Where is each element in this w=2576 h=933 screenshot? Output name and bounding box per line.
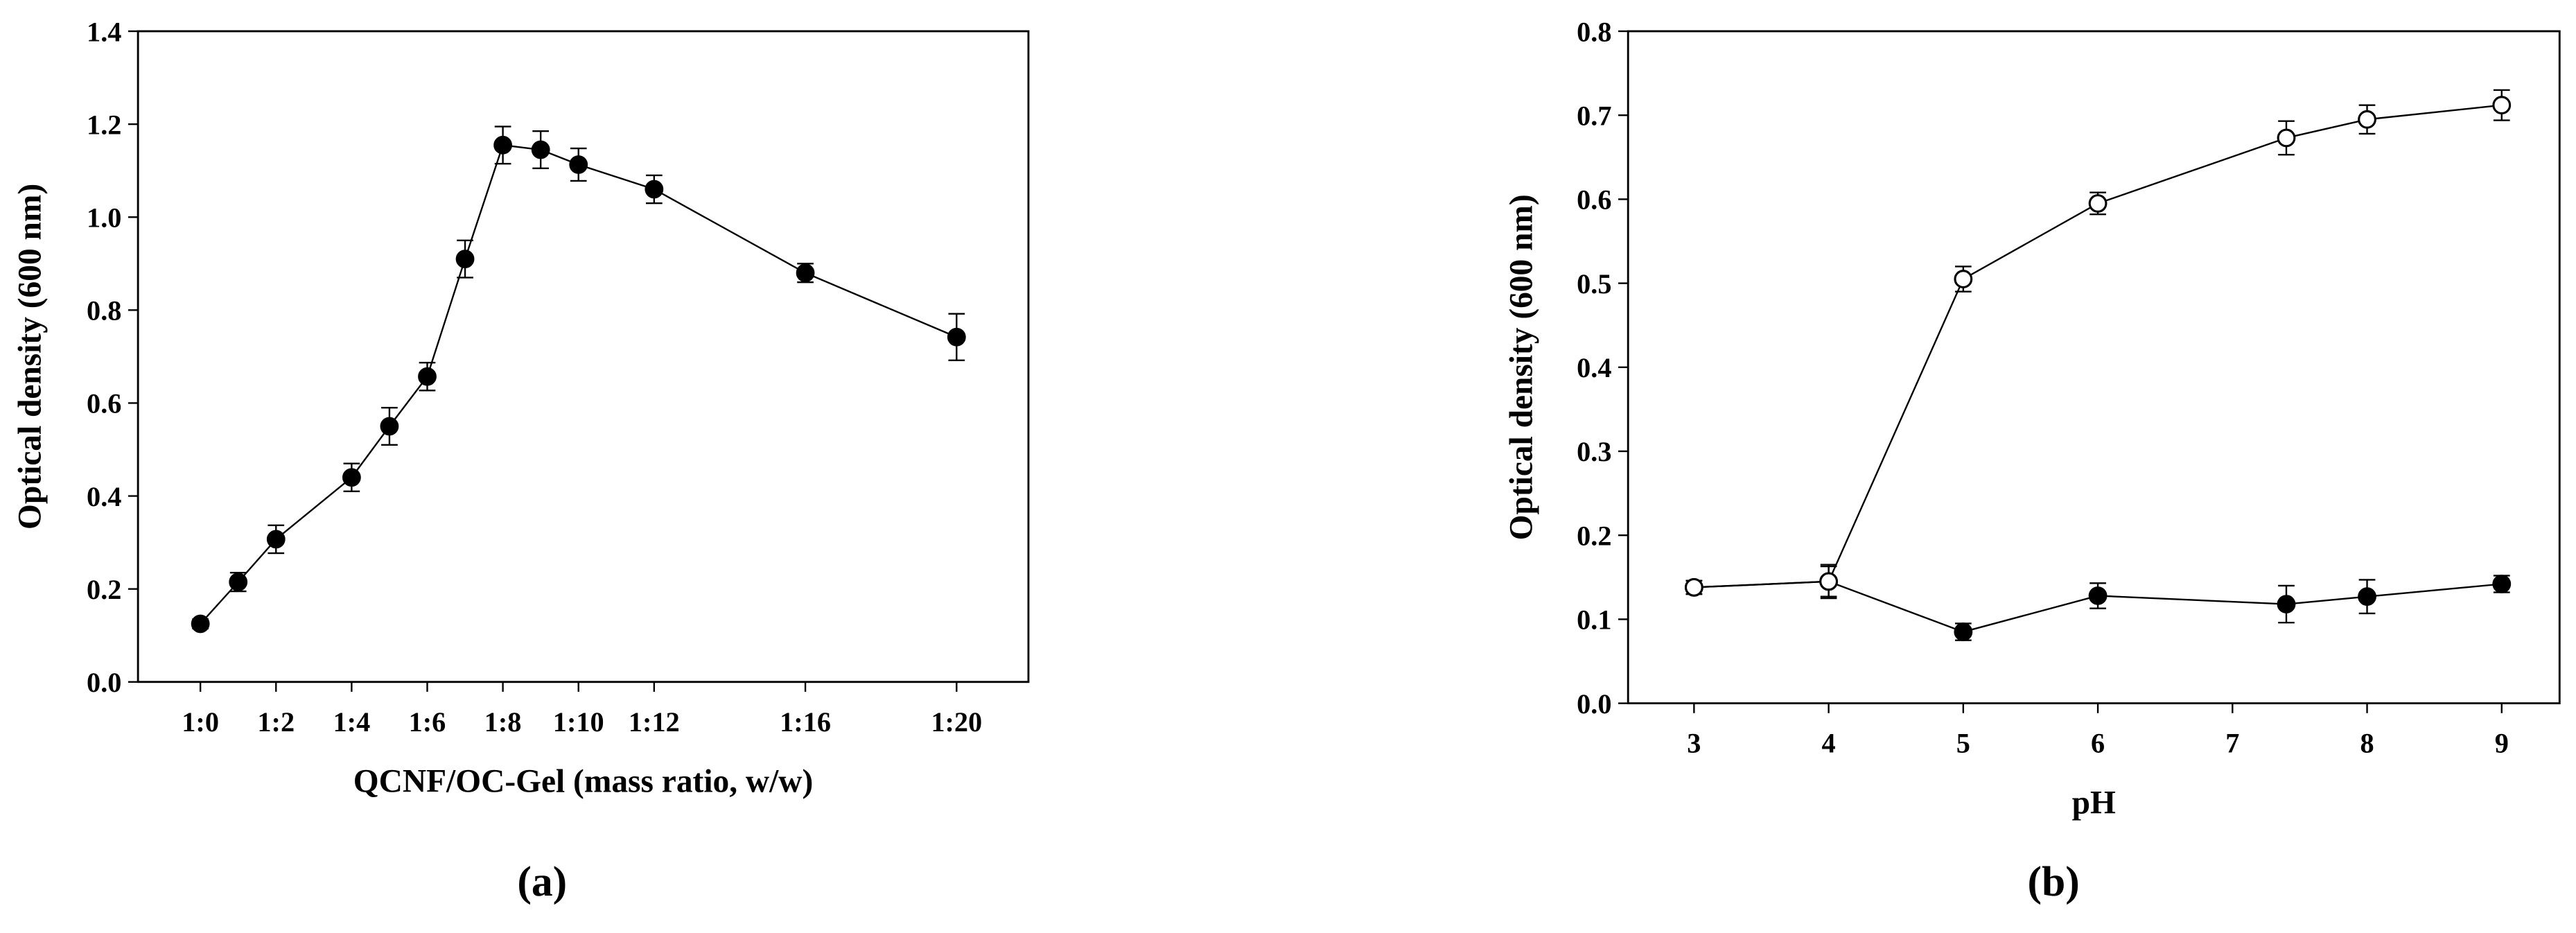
- y-tick-label: 0.7: [1577, 100, 1611, 131]
- y-tick-label: 0.2: [1577, 520, 1611, 551]
- x-tick-label: 1:6: [409, 706, 446, 738]
- marker: [2358, 110, 2376, 129]
- y-tick-label: 1.0: [87, 202, 121, 233]
- marker: [2277, 595, 2296, 613]
- marker: [2277, 128, 2296, 148]
- marker: [191, 614, 210, 634]
- x-tick-label: 3: [1687, 728, 1701, 759]
- marker: [1819, 572, 1839, 591]
- marker: [1684, 577, 1703, 597]
- y-axis-title: Optical density (600 nm): [1504, 194, 1540, 540]
- x-tick-label: 1:20: [931, 706, 982, 738]
- y-tick-label: 1.2: [87, 109, 121, 140]
- y-tick-label: 0.8: [87, 295, 121, 326]
- x-tick-label: 1:0: [182, 706, 219, 738]
- y-tick-label: 0.6: [1577, 184, 1611, 216]
- y-tick-label: 0.3: [1577, 436, 1611, 467]
- marker: [229, 573, 248, 592]
- y-tick-label: 0.4: [87, 481, 121, 512]
- series-line: [200, 144, 957, 625]
- x-tick-label: 7: [2225, 728, 2239, 759]
- x-tick-label: 1:12: [629, 706, 680, 738]
- marker: [342, 468, 361, 487]
- marker: [796, 263, 815, 283]
- marker: [2492, 96, 2512, 115]
- caption: (a): [517, 858, 567, 905]
- x-tick-label: 1:10: [553, 706, 604, 738]
- x-tick-label: 8: [2360, 728, 2374, 759]
- series-line: [1694, 104, 2502, 588]
- x-tick-label: 1:4: [333, 706, 371, 738]
- marker: [380, 417, 399, 436]
- y-tick-label: 0.8: [1577, 16, 1611, 47]
- marker: [947, 327, 966, 347]
- x-axis-title: pH: [2072, 785, 2116, 821]
- y-axis-title: Optical density (600 nm): [12, 184, 48, 530]
- y-tick-label: 0.5: [1577, 268, 1611, 299]
- y-tick-label: 0.6: [87, 388, 121, 419]
- x-tick-label: 1:2: [257, 706, 295, 738]
- y-tick-label: 0.0: [87, 667, 121, 698]
- x-tick-label: 6: [2091, 728, 2105, 759]
- marker: [531, 140, 550, 159]
- y-tick-label: 0.4: [1577, 352, 1611, 383]
- marker: [493, 135, 512, 155]
- marker: [2358, 587, 2376, 607]
- y-tick-label: 0.0: [1577, 688, 1611, 720]
- marker: [569, 155, 588, 174]
- marker: [1954, 270, 1973, 288]
- x-tick-label: 5: [1956, 728, 1970, 759]
- caption: (b): [2028, 858, 2080, 905]
- y-tick-label: 0.1: [1577, 604, 1611, 636]
- plot-frame: [137, 30, 1030, 683]
- marker: [266, 530, 286, 549]
- x-axis-title: QCNF/OC-Gel (mass ratio, w/w): [353, 764, 814, 800]
- marker: [645, 180, 664, 199]
- marker: [455, 250, 475, 268]
- marker: [2492, 575, 2512, 593]
- x-tick-label: 1:16: [780, 706, 831, 738]
- marker: [2088, 586, 2108, 605]
- marker: [1954, 622, 1973, 641]
- marker: [418, 367, 437, 386]
- x-tick-label: 4: [1822, 728, 1836, 759]
- x-tick-label: 1:8: [484, 706, 522, 738]
- x-tick-label: 9: [2495, 728, 2509, 759]
- y-tick-label: 1.4: [87, 16, 121, 47]
- marker: [2088, 194, 2108, 213]
- y-tick-label: 0.2: [87, 574, 121, 605]
